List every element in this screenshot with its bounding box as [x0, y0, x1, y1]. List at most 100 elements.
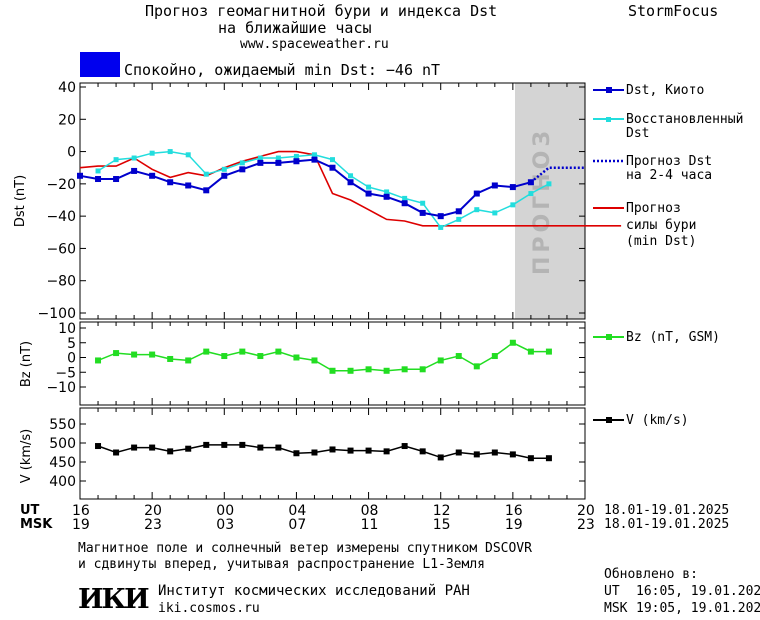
msk-tick-label: 23: [577, 517, 595, 533]
bz-panel-frame: [79, 321, 586, 406]
updated-msk-label: MSK: [604, 601, 628, 616]
dst-kyoto-point: [221, 172, 228, 179]
y-tick-label: 20: [58, 112, 76, 128]
y-tick-label: −40: [46, 209, 76, 225]
legend-reconstructed-label2: Dst: [626, 126, 650, 141]
y-tick-label: −20: [46, 177, 76, 193]
solar-wind-speed-point: [221, 441, 228, 448]
bz-point: [401, 366, 408, 373]
msk-tick-label: 11: [360, 517, 379, 533]
reconstructed-dst-line: [97, 150, 550, 229]
msk-tick-label: 03: [216, 517, 235, 533]
reconstructed-dst-point: [203, 171, 209, 177]
y-tick-label: 40: [58, 80, 76, 96]
ut-tick-label: 20: [144, 503, 162, 519]
site-url[interactable]: www.spaceweather.ru: [240, 37, 389, 52]
bz-point: [149, 351, 156, 358]
updated-ut-label: UT: [604, 584, 620, 599]
forecast-band-label: ПРОГНОЗ: [530, 127, 555, 275]
dst-kyoto-line: [79, 158, 532, 218]
reconstructed-dst-point: [257, 155, 263, 161]
updated-msk-value: 19:05, 19.01.2025: [636, 601, 760, 616]
y-tick-label: −10: [46, 380, 76, 396]
bz-point: [221, 353, 228, 360]
ut-tick-label: 00: [216, 503, 235, 519]
bz-point: [365, 366, 372, 373]
solar-wind-speed-point: [491, 449, 498, 456]
ut-tick-label: 12: [432, 503, 451, 519]
legend-forecast-label1: Прогноз Dst: [626, 154, 713, 169]
bz-point: [491, 353, 498, 360]
y-tick-label: −60: [46, 241, 76, 257]
dst-kyoto-point: [311, 156, 318, 163]
bz-point: [383, 367, 390, 374]
solar-wind-speed-point: [545, 455, 552, 462]
dst-kyoto-point: [167, 179, 174, 186]
ut-tick-label: 08: [360, 503, 379, 519]
dst-kyoto-point: [455, 208, 462, 215]
solar-wind-speed-point: [419, 448, 426, 455]
dst-kyoto-point: [509, 184, 516, 191]
legend-v-marker: [606, 417, 612, 423]
bz-point: [347, 367, 354, 374]
brand-name: StormFocus: [628, 2, 719, 20]
solar-wind-speed-point: [527, 455, 534, 462]
reconstructed-dst-point: [456, 216, 462, 222]
msk-tick-label: 19: [504, 517, 523, 533]
solar-wind-speed-point: [401, 443, 408, 450]
ut-tick-label: 16: [72, 503, 90, 519]
institute-name: Институт космических исследований РАН: [158, 583, 470, 599]
reconstructed-dst-point: [131, 155, 137, 161]
legend-reconstructed-marker: [606, 117, 611, 122]
bz-point: [257, 353, 264, 360]
reconstructed-dst-point: [546, 181, 552, 187]
dst-kyoto-point: [401, 200, 408, 207]
footer-note-line1: Магнитное поле и солнечный ветер измерен…: [78, 541, 532, 556]
solar-wind-speed-point: [131, 444, 138, 451]
reconstructed-dst-point: [185, 152, 191, 158]
dst-kyoto-point: [149, 172, 156, 179]
dst-kyoto-point: [77, 172, 83, 179]
solar-wind-speed-point: [509, 451, 516, 458]
dst-kyoto-point: [365, 190, 372, 197]
storm-forecast-line: [79, 150, 622, 227]
y-tick-label: 10: [58, 321, 76, 337]
solar-wind-speed-point: [185, 445, 192, 452]
y-tick-label: −5: [55, 365, 76, 381]
y-tick-label: 5: [67, 336, 76, 352]
v-axis-label: V (km/s): [19, 429, 34, 484]
updated-ut-value: 16:05, 19.01.2025: [636, 584, 760, 599]
solar-wind-speed-point: [293, 450, 300, 457]
solar-wind-speed-point: [365, 447, 372, 454]
solar-wind-speed-point: [95, 443, 102, 450]
bz-point: [131, 351, 138, 358]
dst-kyoto-point: [239, 166, 246, 173]
solar-wind-speed-line: [97, 444, 549, 459]
bz-point: [311, 357, 318, 364]
reconstructed-dst-point: [167, 149, 173, 155]
bz-point: [167, 355, 174, 362]
bz-point: [455, 353, 462, 360]
page-title-line2: на ближайшие часы: [218, 19, 372, 37]
dst-kyoto-point: [383, 193, 390, 200]
y-tick-label: 0: [67, 351, 76, 367]
reconstructed-dst-point: [348, 173, 354, 179]
dst-kyoto-point: [293, 158, 300, 165]
msk-tick-label: 19: [72, 517, 90, 533]
institute-site[interactable]: iki.cosmos.ru: [158, 601, 260, 616]
ut-date-range: 18.01-19.01.2025: [604, 503, 730, 518]
solar-wind-speed-point: [239, 441, 246, 448]
reconstructed-dst-point: [402, 195, 408, 201]
solar-wind-speed-point: [113, 449, 120, 456]
solar-wind-speed-point: [311, 449, 318, 456]
iki-logo[interactable]: ИКИ: [78, 584, 150, 615]
reconstructed-dst-point: [221, 166, 227, 172]
solar-wind-speed-point: [383, 448, 390, 455]
bz-point: [473, 363, 480, 370]
ut-tick-label: 04: [288, 503, 307, 519]
bz-point: [275, 348, 282, 355]
solar-wind-speed-point: [329, 446, 336, 453]
dst-kyoto-point: [473, 190, 480, 197]
reconstructed-dst-point: [384, 189, 390, 195]
